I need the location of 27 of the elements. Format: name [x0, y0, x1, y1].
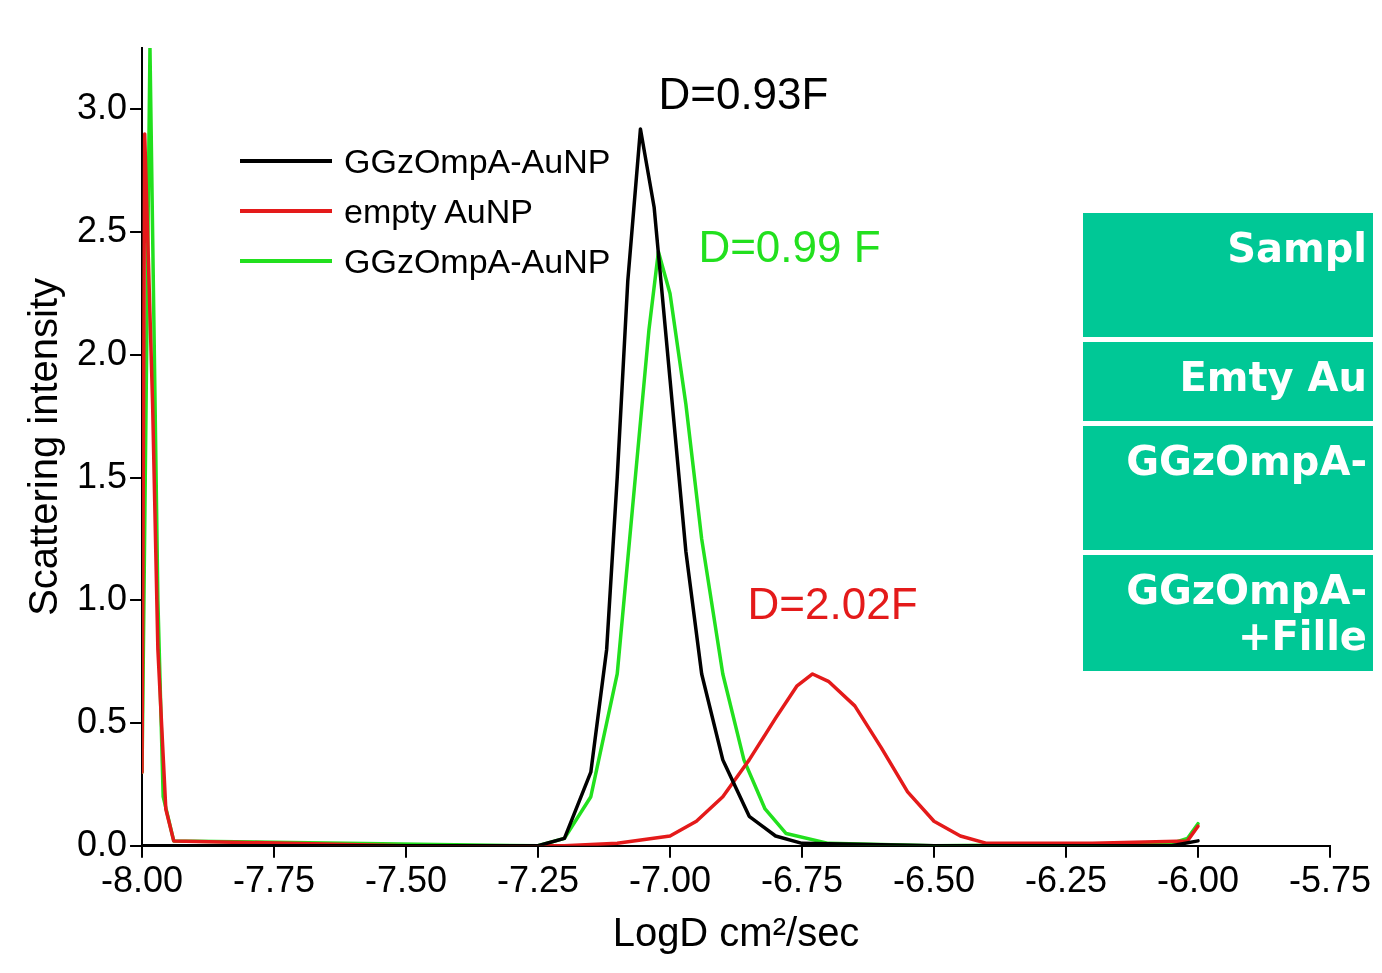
y-tick-label: 0.5 [77, 699, 128, 741]
y-axis-title: Scattering intensity [21, 277, 66, 616]
annotation: Sampl [1083, 213, 1373, 337]
x-tick-label: -6.25 [1024, 859, 1108, 901]
annotation: GGzOmpA- [1083, 426, 1373, 550]
x-tick-label: -6.75 [760, 859, 844, 901]
annotation: D=0.99 F [698, 221, 881, 271]
y-tick-label: 2.0 [77, 331, 128, 373]
annotation: D=2.02F [747, 579, 918, 629]
annotation: Emty Au [1083, 342, 1373, 421]
x-axis-title: LogD cm²/sec [612, 910, 860, 955]
x-tick-label: -6.50 [892, 859, 976, 901]
x-tick-label: -7.75 [233, 859, 316, 901]
legend-label: GGzOmpA-AuNP [344, 241, 611, 282]
x-tick-label: -7.25 [496, 859, 580, 901]
legend-label: GGzOmpA-AuNP [344, 141, 611, 182]
x-tick-label: -7.00 [628, 859, 712, 901]
legend-label: empty AuNP [344, 191, 533, 232]
y-tick-label: 1.0 [77, 577, 128, 619]
x-tick-label: -6.00 [1156, 859, 1240, 901]
x-tick-label: -7.50 [365, 859, 448, 901]
x-tick-label: -5.75 [1288, 859, 1371, 901]
y-tick-label: 1.5 [77, 454, 128, 496]
annotation: D=0.93F [658, 69, 829, 119]
y-tick-label: 3.0 [77, 86, 128, 128]
y-tick-label: 2.5 [77, 209, 128, 251]
annotation: GGzOmpA- +Fille [1083, 555, 1373, 671]
